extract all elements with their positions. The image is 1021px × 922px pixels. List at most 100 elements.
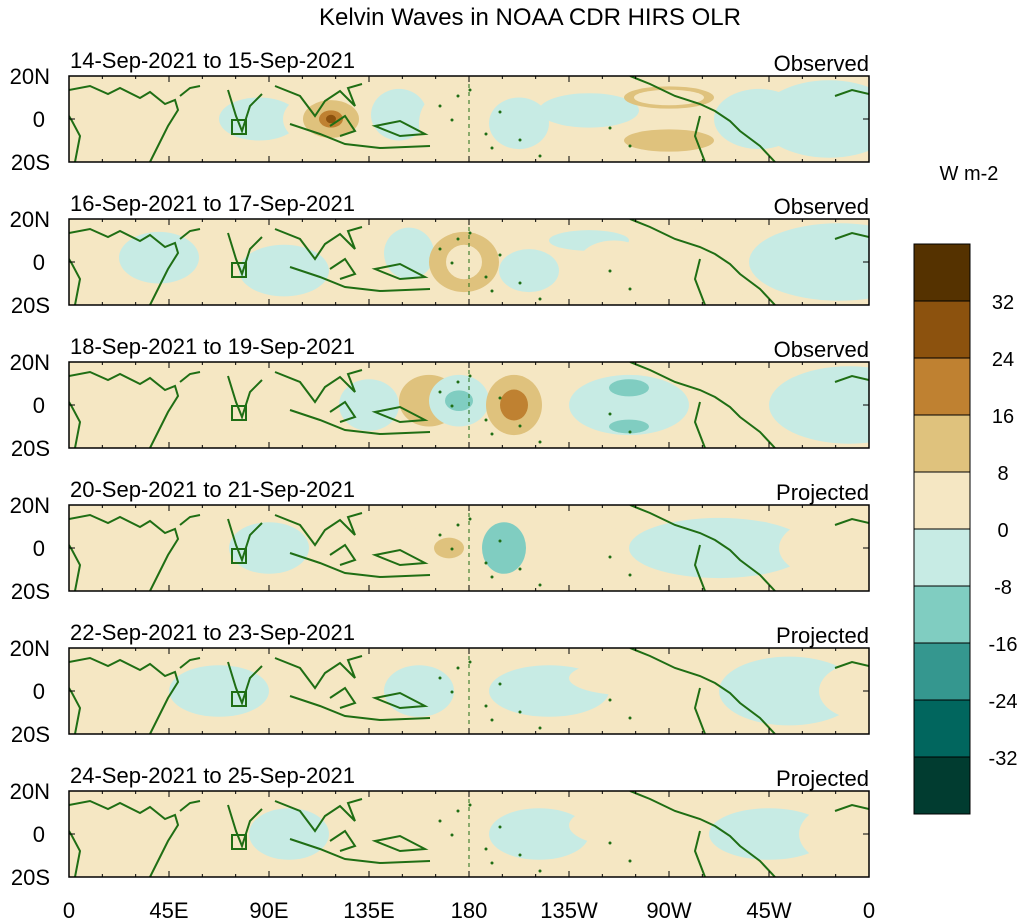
olr-anomaly-shade [359,808,439,860]
olr-anomaly-shade [489,97,549,150]
island-dot [490,718,494,722]
olr-anomaly-shade [769,366,869,444]
colorbar-label: 16 [992,406,1014,428]
island-dot [450,261,454,265]
colorbar-swatch [913,300,971,359]
olr-anomaly-shade [384,227,434,280]
colorbar-swatch [913,756,971,815]
coastline [629,505,776,591]
colorbar-label: 32 [992,292,1014,314]
region-box [231,262,247,278]
map-area [69,219,869,305]
coastline [693,544,706,591]
island-dot [438,533,442,537]
olr-anomaly-shade [326,114,336,124]
panel-date-range: 16-Sep-2021 to 17-Sep-2021 [70,191,355,216]
colorbar-label: 24 [992,349,1014,371]
island-dot [490,289,494,293]
panel-status: Projected [776,766,869,791]
coastline [329,114,357,137]
coastline [371,548,429,567]
island-dot [518,567,522,571]
coastline [289,266,431,293]
olr-anomaly-shade [609,379,649,397]
island-dot [450,833,454,837]
coastline [629,219,776,305]
island-dot [456,237,460,241]
coastline [227,89,263,134]
island-dot [484,132,488,136]
island-dot [456,380,460,384]
olr-anomaly-shade [674,227,764,254]
panel-date-range: 18-Sep-2021 to 19-Sep-2021 [70,334,355,359]
coastline [289,409,431,436]
y-tick-label: 20N [10,493,50,518]
olr-anomaly-shade [419,93,469,154]
coastline [227,661,263,706]
coastline [329,543,357,566]
island-dot [450,690,454,694]
colorbar-swatch [913,414,971,473]
olr-anomaly-shade [129,522,249,574]
island-dot [498,539,502,543]
island-dot [628,430,632,434]
island-dot [456,809,460,813]
coastline [179,371,201,383]
island-dot [608,412,612,416]
coastline [289,123,431,150]
y-tick-label: 20N [10,636,50,661]
map-area [69,505,869,591]
coastline [179,85,201,97]
x-tick-label: 45E [149,898,188,922]
coastline [629,648,776,734]
island-dot [438,104,442,108]
island-dot [608,269,612,273]
island-dot [484,561,488,565]
panel-status: Projected [776,480,869,505]
panel-date-range: 22-Sep-2021 to 23-Sep-2021 [70,620,355,645]
coastlines [69,791,869,877]
panel-date-range: 14-Sep-2021 to 15-Sep-2021 [70,48,355,73]
region-box [231,548,247,564]
colorbar-swatch [913,699,971,758]
map-area [69,791,869,877]
coastline [629,362,776,448]
coastlines [69,505,869,591]
olr-anomaly-shade [482,522,526,574]
colorbar-swatch [913,471,971,530]
olr-anomaly-shade [709,374,789,427]
panel: 20N 0 20S 18-Sep-2021 to 19-Sep-2021 Observe… [10,334,870,461]
coastline [227,232,263,277]
coastline [274,369,363,404]
island-dot [538,726,542,730]
y-tick-label: 0 [33,393,45,418]
coastline [69,370,180,448]
panel: 20N 0 20S 24-Sep-2021 to 25-Sep-2021 Project… [10,763,870,890]
island-dot [468,517,472,521]
island-dot [498,110,502,114]
olr-anomaly-shade [384,665,454,717]
y-tick-label: 0 [33,536,45,561]
island-dot [608,555,612,559]
coastline [227,518,263,563]
olr-anomaly-shade [579,240,649,284]
coastline [69,656,180,734]
coastline [834,803,869,812]
coastline [227,375,263,420]
y-tick-label: 20N [10,207,50,232]
coastlines [69,362,869,448]
x-tick-label: 180 [451,898,488,922]
panel: 20N 0 20S 20-Sep-2021 to 21-Sep-2021 Project… [10,477,870,604]
coastline [329,400,357,423]
olr-anomaly-shade [549,522,629,574]
panel: 20N 0 20S 22-Sep-2021 to 23-Sep-2021 Project… [10,620,870,747]
colorbar-swatch [913,585,971,644]
colorbar-swatch [913,243,971,302]
olr-anomaly-shade [446,244,482,280]
coastline [371,691,429,710]
olr-anomaly-shade [779,513,869,583]
olr-anomaly-shade [569,803,689,847]
island-dot [538,297,542,301]
island-dot [490,432,494,436]
island-dot [484,847,488,851]
